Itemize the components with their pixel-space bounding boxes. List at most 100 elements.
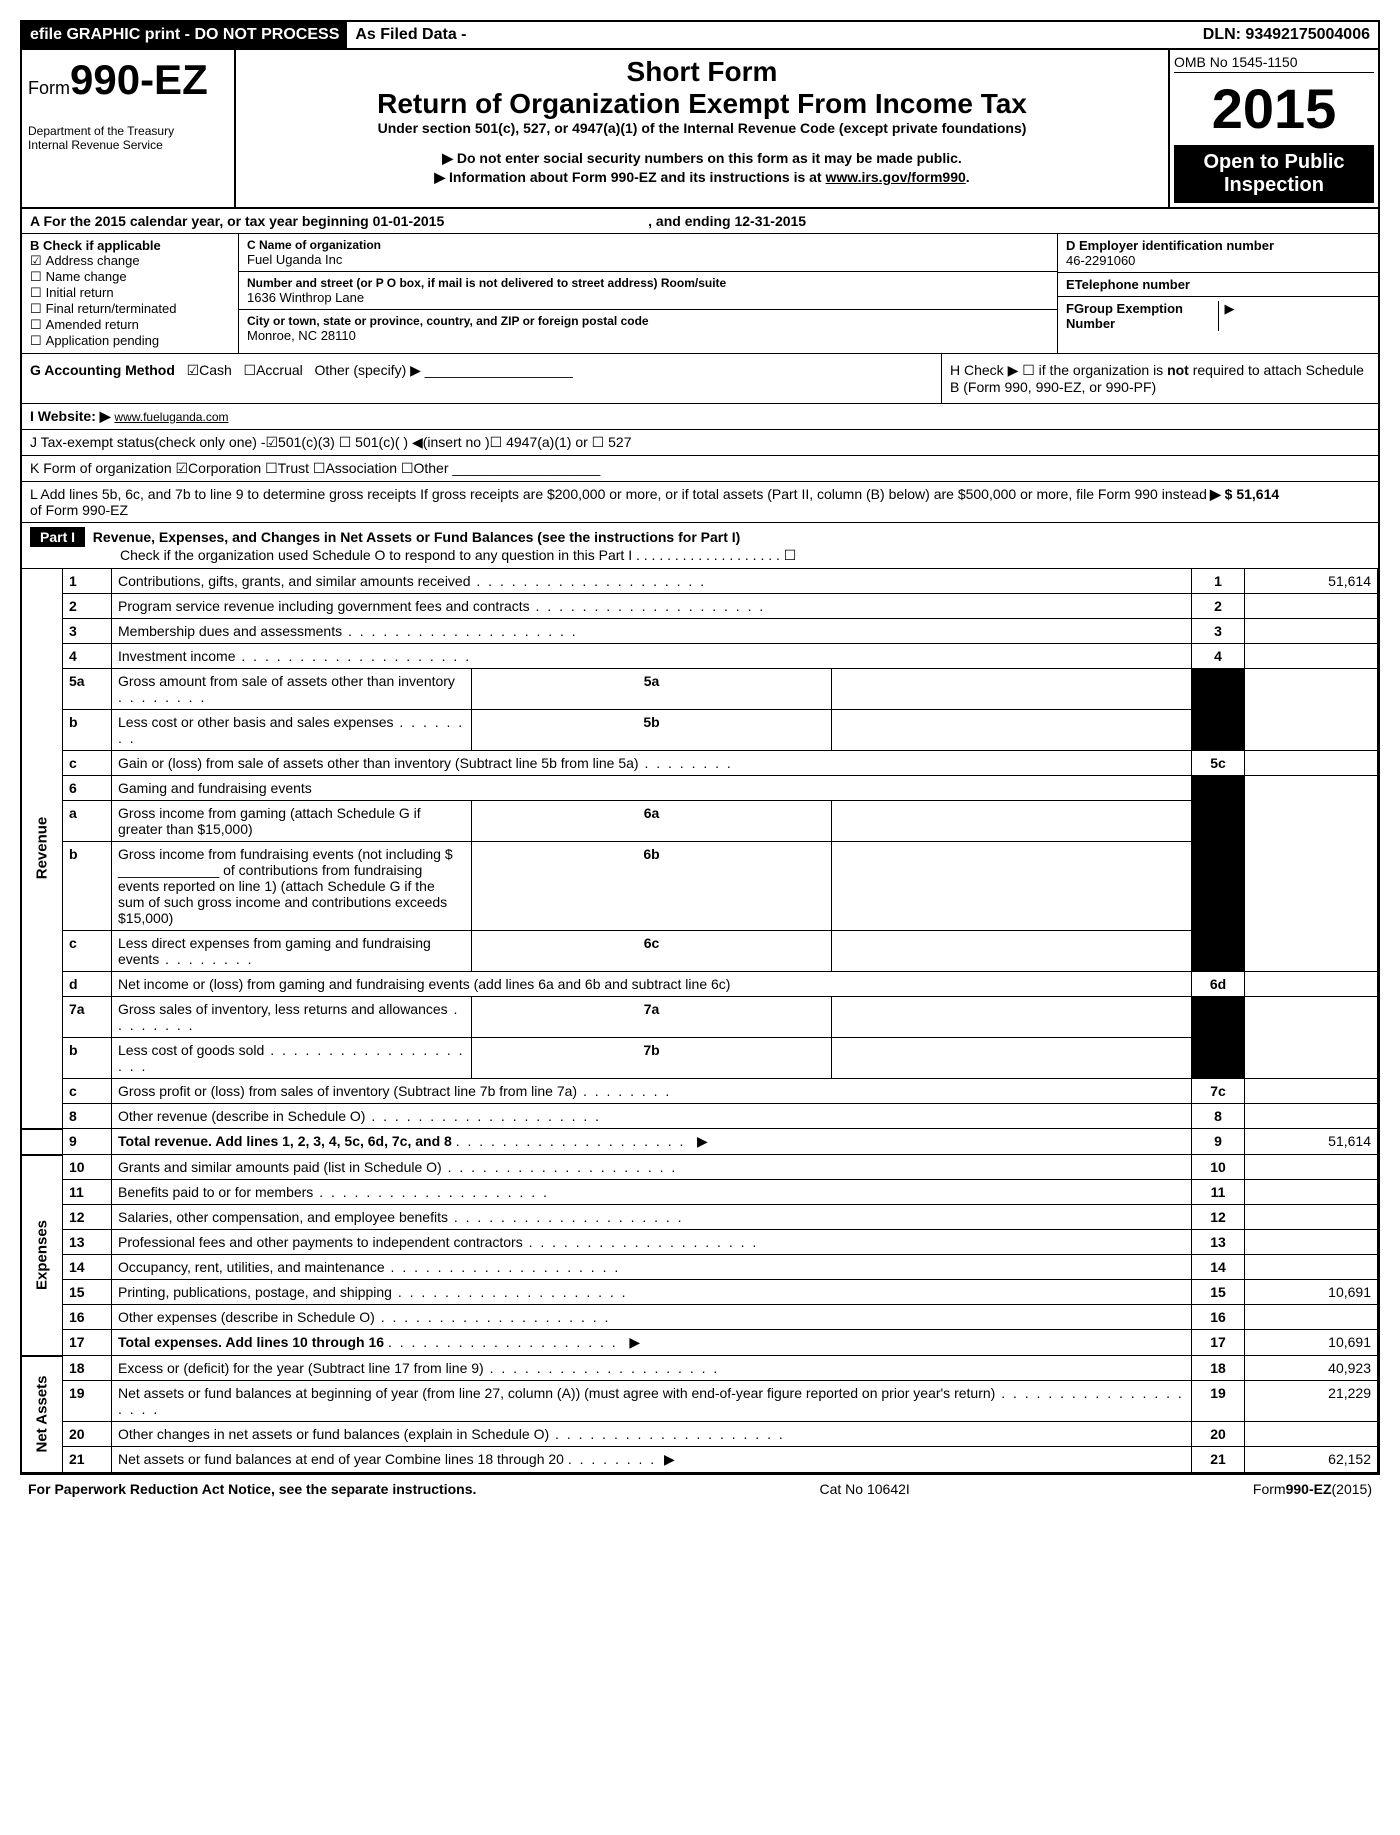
line-7c-lab: 7c <box>1192 1079 1245 1104</box>
line-5c-lab: 5c <box>1192 751 1245 776</box>
line-7b-subval <box>832 1038 1192 1079</box>
line-5a-subval <box>832 669 1192 710</box>
line-7c-num: c <box>63 1079 112 1104</box>
line-7a-num: 7a <box>63 997 112 1038</box>
open-inspection: Open to Public Inspection <box>1174 145 1374 203</box>
col-def: D Employer identification number 46-2291… <box>1057 234 1378 353</box>
website-link[interactable]: www.fueluganda.com <box>114 410 228 424</box>
row-a-pre: A For the 2015 calendar year, or tax yea… <box>30 213 373 229</box>
footer-mid: Cat No 10642I <box>820 1481 910 1497</box>
omb-number: OMB No 1545-1150 <box>1174 54 1374 73</box>
top-bar: efile GRAPHIC print - DO NOT PROCESS As … <box>22 22 1378 50</box>
line-6d-val <box>1245 972 1378 997</box>
footer-left: For Paperwork Reduction Act Notice, see … <box>28 1481 476 1497</box>
cell-phone: ETelephone number <box>1058 273 1378 297</box>
line-17-lab: 17 <box>1192 1330 1245 1356</box>
line-12-desc: Salaries, other compensation, and employ… <box>112 1205 1192 1230</box>
form-box: Form990-EZ Department of the Treasury In… <box>22 50 236 207</box>
line-5b-sublab: 5b <box>472 710 832 751</box>
line-13-desc: Professional fees and other payments to … <box>112 1230 1192 1255</box>
line-21-val: 62,152 <box>1245 1447 1378 1473</box>
line-6abc-val <box>1245 776 1378 972</box>
side-expenses: Expenses <box>22 1155 63 1356</box>
line-6b-subval <box>832 842 1192 931</box>
line-14-lab: 14 <box>1192 1255 1245 1280</box>
line-8-lab: 8 <box>1192 1104 1245 1129</box>
line-7b-sublab: 7b <box>472 1038 832 1079</box>
lines-table: Revenue 1 Contributions, gifts, grants, … <box>22 568 1378 1473</box>
line-3-val <box>1245 619 1378 644</box>
check-name-change: Name change <box>30 269 230 285</box>
line-1-num: 1 <box>63 569 112 594</box>
row-j: J Tax-exempt status(check only one) -☑50… <box>22 430 1378 456</box>
check-initial-return: Initial return <box>30 285 230 301</box>
part1-check: Check if the organization used Schedule … <box>120 547 1370 564</box>
line-8-desc: Other revenue (describe in Schedule O) <box>112 1104 1192 1129</box>
row-l: L Add lines 5b, 6c, and 7b to line 9 to … <box>22 482 1378 523</box>
title-return: Return of Organization Exempt From Incom… <box>246 88 1158 120</box>
line-18-desc: Excess or (deficit) for the year (Subtra… <box>112 1356 1192 1381</box>
line-5ab-val <box>1245 669 1378 751</box>
line-10-lab: 10 <box>1192 1155 1245 1180</box>
line-19-desc: Net assets or fund balances at beginning… <box>112 1381 1192 1422</box>
line-6c-sublab: 6c <box>472 931 832 972</box>
title-box: Short Form Return of Organization Exempt… <box>236 50 1168 207</box>
line-20-lab: 20 <box>1192 1422 1245 1447</box>
line-16-num: 16 <box>63 1305 112 1330</box>
check-application-pending: Application pending <box>30 333 230 349</box>
row-a-begin: 01-01-2015 <box>373 213 445 229</box>
line-19-val: 21,229 <box>1245 1381 1378 1422</box>
subtitle: Under section 501(c), 527, or 4947(a)(1)… <box>246 120 1158 136</box>
line-5b-subval <box>832 710 1192 751</box>
line-9-num: 9 <box>63 1129 112 1155</box>
line-3-desc: Membership dues and assessments <box>112 619 1192 644</box>
line-6d-num: d <box>63 972 112 997</box>
col-b-head: B Check if applicable <box>30 238 230 253</box>
line-15-num: 15 <box>63 1280 112 1305</box>
line-17-val: 10,691 <box>1245 1330 1378 1356</box>
line-8-num: 8 <box>63 1104 112 1129</box>
side-revenue: Revenue <box>22 569 63 1129</box>
cell-city: City or town, state or province, country… <box>239 310 1057 347</box>
line-2-num: 2 <box>63 594 112 619</box>
line-7b-desc: Less cost of goods sold <box>112 1038 472 1079</box>
row-g: G Accounting Method ☑Cash ☐Accrual Other… <box>22 354 941 403</box>
section-gh: G Accounting Method ☑Cash ☐Accrual Other… <box>22 354 1378 404</box>
line-5c-num: c <box>63 751 112 776</box>
line-12-num: 12 <box>63 1205 112 1230</box>
line-6b-desc: Gross income from fundraising events (no… <box>112 842 472 931</box>
line-1-lab: 1 <box>1192 569 1245 594</box>
part1-title: Revenue, Expenses, and Changes in Net As… <box>93 529 741 545</box>
footer-right-pre: Form <box>1253 1481 1286 1497</box>
line-11-val <box>1245 1180 1378 1205</box>
line-6-desc: Gaming and fundraising events <box>112 776 1192 801</box>
line-19-lab: 19 <box>1192 1381 1245 1422</box>
h-label: H Check ▶ ☐ if the organization is <box>950 362 1167 378</box>
form-page: efile GRAPHIC print - DO NOT PROCESS As … <box>20 20 1380 1475</box>
line-4-val <box>1245 644 1378 669</box>
side-netassets-text: Net Assets <box>34 1376 51 1453</box>
line-5ab-shade <box>1192 669 1245 751</box>
line-20-num: 20 <box>63 1422 112 1447</box>
dept-irs: Internal Revenue Service <box>28 138 228 152</box>
line-10-val <box>1245 1155 1378 1180</box>
line-13-num: 13 <box>63 1230 112 1255</box>
line-8-val <box>1245 1104 1378 1129</box>
irs-link[interactable]: www.irs.gov/form990 <box>825 169 965 185</box>
line-11-lab: 11 <box>1192 1180 1245 1205</box>
grid-bcdef: B Check if applicable Address change Nam… <box>22 234 1378 354</box>
groupex-label: FGroup Exemption Number <box>1066 301 1219 331</box>
part1-label: Part I <box>30 527 85 547</box>
line-20-desc: Other changes in net assets or fund bala… <box>112 1422 1192 1447</box>
line-4-lab: 4 <box>1192 644 1245 669</box>
row-i: I Website: ▶ www.fueluganda.com <box>22 404 1378 430</box>
title-short-form: Short Form <box>246 56 1158 88</box>
check-address-change: Address change <box>30 253 230 269</box>
line-10-desc: Grants and similar amounts paid (list in… <box>112 1155 1192 1180</box>
notice-info-pre: Information about Form 990-EZ and its in… <box>449 169 825 185</box>
footer-right-form: 990-EZ <box>1286 1481 1332 1497</box>
footer-right-year: (2015) <box>1332 1481 1372 1497</box>
line-6-num: 6 <box>63 776 112 801</box>
line-3-num: 3 <box>63 619 112 644</box>
line-7b-num: b <box>63 1038 112 1079</box>
